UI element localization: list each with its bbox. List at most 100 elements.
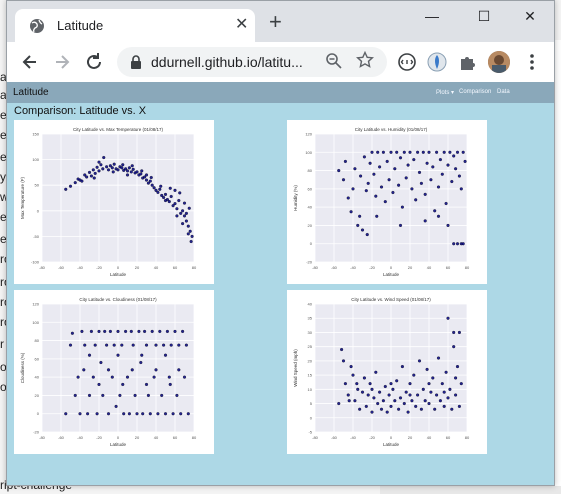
data-point	[395, 379, 399, 383]
data-point	[92, 176, 96, 180]
data-point	[337, 402, 341, 406]
data-point	[435, 150, 439, 154]
y-tick-label: 80	[308, 168, 313, 173]
reload-icon[interactable]	[83, 51, 105, 73]
data-point	[186, 232, 190, 236]
globe-icon	[30, 19, 44, 33]
avatar[interactable]	[488, 51, 510, 73]
url-text[interactable]: ddurnell.github.io/latitu...	[151, 54, 303, 70]
data-point	[404, 176, 408, 180]
zoom-icon[interactable]	[325, 52, 343, 70]
data-point	[457, 330, 461, 334]
data-point	[436, 214, 441, 218]
data-point	[452, 330, 456, 334]
caret-down-icon: ▾	[451, 90, 455, 96]
max-temp-chart[interactable]: -80 -60 -40 -20 0 20 40 60 80 -100 -50 0 50 100 150 Cit…	[14, 120, 214, 284]
data-point	[459, 187, 463, 191]
y-tick-label: 50	[35, 183, 40, 188]
data-point	[366, 393, 370, 397]
data-point	[455, 150, 460, 154]
y-tick-label: 0	[37, 208, 40, 213]
y-axis-label: Max Temperature (F)	[20, 177, 25, 219]
data-point	[146, 181, 150, 185]
navbar-brand[interactable]: Latitude	[13, 87, 49, 98]
y-axis-label: Cloudiness (%)	[20, 352, 25, 383]
data-point	[124, 167, 128, 171]
data-point	[140, 353, 144, 357]
extension-icon[interactable]	[396, 51, 418, 73]
data-point	[446, 316, 450, 320]
forward-icon[interactable]	[51, 51, 73, 73]
data-point	[414, 404, 418, 408]
data-point	[154, 368, 158, 372]
data-point	[163, 412, 168, 416]
browser-tab[interactable]: Latitude ✕	[15, 9, 255, 42]
data-point	[125, 173, 130, 177]
data-point	[370, 387, 374, 391]
back-icon[interactable]	[19, 51, 41, 73]
humidity-plot: -80 -60 -40 -20 0 20 40 60 80 -20 0 20 40 60 80 100 120 C…	[293, 127, 470, 277]
data-point	[105, 165, 109, 169]
data-point	[184, 343, 188, 347]
cloudiness-chart[interactable]: -80 -60 -40 -20 0 20 40 60 80 -20 0 20 40 60 80 100 120 C…	[14, 290, 214, 454]
data-point	[398, 156, 403, 160]
x-tick-label: -40	[350, 435, 357, 440]
data-point	[455, 242, 460, 246]
y-tick-label: 35	[308, 316, 313, 321]
lock-icon[interactable]	[129, 54, 143, 70]
data-point	[156, 190, 160, 194]
tab-close-icon[interactable]: ✕	[235, 16, 249, 33]
data-point	[112, 343, 116, 347]
data-point	[356, 387, 360, 391]
data-point	[463, 159, 467, 163]
nav-data-link[interactable]: Data	[497, 89, 510, 95]
data-point	[171, 412, 175, 416]
data-point	[91, 375, 95, 379]
data-point	[149, 175, 153, 180]
humidity-chart[interactable]: -80 -60 -40 -20 0 20 40 60 80 -20 0 20 40 60 80 100 120 C…	[287, 120, 487, 284]
data-point	[129, 329, 133, 333]
ublock-extension-icon[interactable]	[426, 51, 448, 73]
star-icon[interactable]	[356, 51, 374, 69]
y-tick-label: 5	[310, 401, 313, 406]
y-axis-label: Wind Speed (mph)	[293, 349, 298, 387]
y-tick-label: -20	[306, 260, 313, 265]
data-point	[144, 178, 149, 182]
wind-speed-chart[interactable]: -80 -60 -40 -20 0 20 40 60 80 -5 0 5 10 15 20 25 30 35 40 C…	[287, 290, 487, 454]
tab-strip: Latitude ✕ + — ☐ ✕	[7, 1, 554, 42]
data-point	[82, 368, 86, 372]
data-point	[121, 382, 125, 387]
x-tick-label: -60	[58, 435, 65, 440]
puzzle-icon[interactable]	[457, 51, 479, 73]
data-point	[139, 360, 143, 365]
data-point	[423, 219, 427, 223]
data-point	[374, 194, 378, 198]
nav-comparison-link[interactable]: Comparison	[459, 89, 492, 95]
data-point	[160, 393, 164, 397]
minimize-button[interactable]: —	[425, 8, 439, 24]
data-point	[419, 407, 423, 411]
data-point	[110, 375, 114, 379]
data-point	[375, 214, 379, 218]
data-point	[376, 150, 380, 154]
nav-plots-dropdown[interactable]: Plots ▾	[436, 89, 454, 96]
data-point	[182, 214, 187, 218]
data-point	[152, 375, 156, 379]
data-point	[87, 170, 92, 174]
y-tick-label: 60	[308, 186, 313, 191]
data-point	[182, 375, 187, 379]
data-point	[425, 367, 429, 371]
close-window-button[interactable]: ✕	[524, 8, 536, 24]
data-point	[457, 404, 461, 408]
address-bar[interactable]: ddurnell.github.io/latitu...	[117, 47, 387, 77]
y-tick-label: 15	[308, 373, 313, 378]
data-point	[179, 412, 183, 416]
x-axis-label: Latitude	[383, 442, 400, 447]
maximize-button[interactable]: ☐	[477, 8, 491, 24]
y-tick-label: -100	[31, 260, 40, 265]
data-point	[360, 228, 365, 232]
data-point	[86, 412, 90, 416]
menu-icon[interactable]	[521, 51, 543, 73]
new-tab-button[interactable]: +	[269, 9, 282, 34]
data-point	[391, 387, 395, 391]
